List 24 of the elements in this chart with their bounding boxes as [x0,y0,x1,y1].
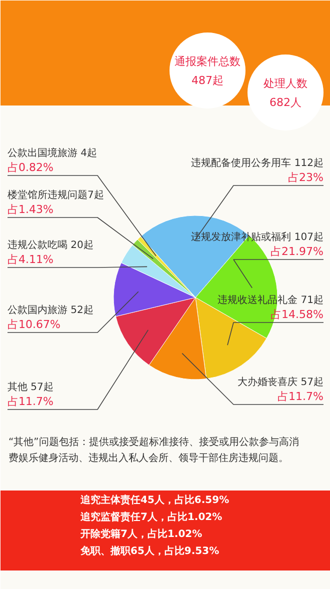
data-label: 占4.11% [8,253,54,266]
slice-label: 楼堂馆所违规问题7起 [8,189,104,201]
text: 487起 [192,74,224,87]
text: 追究主体责任45人，占比6.59% [80,494,230,506]
data-label: 占0.82% [8,161,54,174]
text: “其他”问题包括：提供或接受超标准接待、接受或用公款参与高消费娱乐健身活动、违规出入私人会所、领导干部住房违规问题。 [8,436,299,464]
text: 处理人数 [264,77,308,90]
slice-label: 公款出国境旅游 4起 [8,147,98,159]
data-label: 占11.7% [278,390,324,403]
slice-label: 违规公款吃喝 20起 [8,239,94,251]
text: 通报案件总数 [174,55,240,68]
text: 追究监督责任7人，占比1.02% [80,511,222,523]
text: 免职、撤职65人，占比9.53% [80,545,220,557]
slice-label: 其他 57起 [8,381,54,393]
text: 开除党籍7人，占比1.02% [80,528,202,540]
data-label: 占21.97% [270,245,324,258]
text: 682人 [270,96,302,109]
data-label: 占10.67% [8,318,60,331]
slice-label: 违规配备使用公务用车 112起 [191,157,324,169]
data-label: 占11.7% [8,395,54,408]
data-label: 占23% [288,171,324,184]
data-label: 占1.43% [8,203,54,216]
slice-label: 大办婚丧喜庆 57起 [238,376,324,388]
slice-label: 公款国内旅游 52起 [8,304,94,316]
